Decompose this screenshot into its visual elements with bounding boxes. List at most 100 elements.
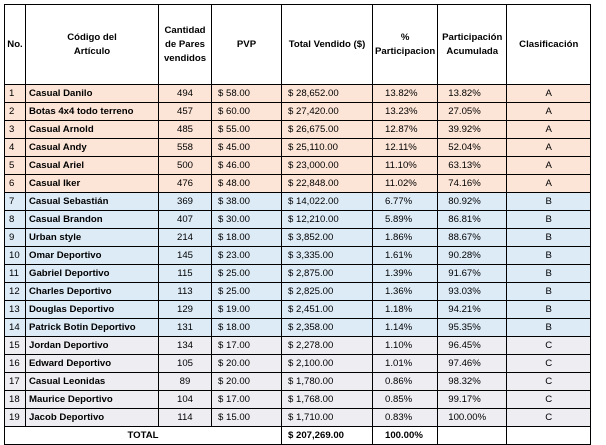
- total-label: TOTAL: [4, 426, 282, 445]
- header-row: No. Código del Artículo Cantidad de Pare…: [4, 4, 592, 85]
- row-pct: 12.11%: [371, 138, 439, 157]
- row-articulo: Casual Sebastián: [25, 192, 159, 211]
- row-total-vendido: $ 2,825.00: [281, 282, 373, 301]
- header-total-vendido: Total Vendido ($): [281, 4, 373, 85]
- row-articulo: Maurice Deportivo: [25, 390, 159, 409]
- row-acumulada: 90.28%: [437, 246, 508, 265]
- row-no: 16: [4, 354, 26, 373]
- row-acumulada: 88.67%: [437, 228, 508, 247]
- table-row: 18 Maurice Deportivo 104 $ 17.00 $ 1,768.00 0…: [4, 390, 592, 409]
- row-acumulada: 63.13%: [437, 156, 508, 175]
- row-no: 14: [4, 318, 26, 337]
- row-cantidad: 104: [158, 390, 212, 409]
- row-pvp: $ 20.00: [211, 372, 282, 391]
- row-articulo: Casual Brandon: [25, 210, 159, 229]
- row-pct: 13.82%: [371, 84, 439, 103]
- row-pvp: $ 25.00: [211, 282, 282, 301]
- row-pvp: $ 19.00: [211, 300, 282, 319]
- row-no: 2: [4, 102, 26, 121]
- row-acumulada: 13.82%: [437, 84, 508, 103]
- row-no: 7: [4, 192, 26, 211]
- table-row: 7 Casual Sebastián 369 $ 38.00 $ 14,022.00 6.…: [4, 192, 592, 211]
- table-row: 14 Patrick Botin Deportivo 131 $ 18.00 $ 2,3…: [4, 318, 592, 337]
- row-articulo: Edward Deportivo: [25, 354, 159, 373]
- row-pct: 1.01%: [371, 354, 439, 373]
- row-acumulada: 39.92%: [437, 120, 508, 139]
- row-acumulada: 52.04%: [437, 138, 508, 157]
- header-codigo: Código del Artículo: [25, 4, 159, 85]
- table-row: 4 Casual Andy 558 $ 45.00 $ 25,110.00 12.11% 5…: [4, 138, 592, 157]
- row-no: 11: [4, 264, 26, 283]
- row-clasificacion: B: [506, 318, 592, 337]
- row-cantidad: 114: [158, 408, 212, 427]
- row-total-vendido: $ 12,210.00: [281, 210, 373, 229]
- row-acumulada: 74.16%: [437, 174, 508, 193]
- row-acumulada: 95.35%: [437, 318, 508, 337]
- row-pct: 1.61%: [371, 246, 439, 265]
- row-no: 6: [4, 174, 26, 193]
- header-clasificacion: Clasificación: [506, 4, 592, 85]
- row-acumulada: 80.92%: [437, 192, 508, 211]
- row-pct: 0.86%: [371, 372, 439, 391]
- row-pvp: $ 60.00: [211, 102, 282, 121]
- row-articulo: Casual Andy: [25, 138, 159, 157]
- row-cantidad: 105: [158, 354, 212, 373]
- row-acumulada: 27.05%: [437, 102, 508, 121]
- header-acumulada: Participación Acumulada: [437, 4, 508, 85]
- row-total-vendido: $ 2,875.00: [281, 264, 373, 283]
- total-vendido-value: $ 207,269.00: [281, 426, 373, 445]
- row-total-vendido: $ 2,451.00: [281, 300, 373, 319]
- row-pvp: $ 17.00: [211, 336, 282, 355]
- table-row: 19 Jacob Deportivo 114 $ 15.00 $ 1,710.00 0.8…: [4, 408, 592, 427]
- row-clasificacion: B: [506, 282, 592, 301]
- row-pvp: $ 45.00: [211, 138, 282, 157]
- row-total-vendido: $ 27,420.00: [281, 102, 373, 121]
- row-acumulada: 93.03%: [437, 282, 508, 301]
- row-clasificacion: B: [506, 228, 592, 247]
- row-articulo: Patrick Botin Deportivo: [25, 318, 159, 337]
- row-total-vendido: $ 26,675.00: [281, 120, 373, 139]
- table-row: 1 Casual Danilo 494 $ 58.00 $ 28,652.00 13.82…: [4, 84, 592, 103]
- row-clasificacion: C: [506, 390, 592, 409]
- total-pct-value: 100.00%: [371, 426, 439, 445]
- table-row: 11 Gabriel Deportivo 115 $ 25.00 $ 2,875.00 1…: [4, 264, 592, 283]
- row-articulo: Casual Ariel: [25, 156, 159, 175]
- row-clasificacion: C: [506, 408, 592, 427]
- row-pct: 6.77%: [371, 192, 439, 211]
- row-clasificacion: A: [506, 156, 592, 175]
- row-articulo: Casual Danilo: [25, 84, 159, 103]
- table-row: 17 Casual Leonidas 89 $ 20.00 $ 1,780.00 0.86…: [4, 372, 592, 391]
- table-row: 8 Casual Brandon 407 $ 30.00 $ 12,210.00 5.89…: [4, 210, 592, 229]
- total-empty-acc: [437, 426, 508, 445]
- row-pct: 12.87%: [371, 120, 439, 139]
- row-clasificacion: A: [506, 102, 592, 121]
- row-total-vendido: $ 2,358.00: [281, 318, 373, 337]
- row-articulo: Casual Leonidas: [25, 372, 159, 391]
- row-articulo: Douglas Deportivo: [25, 300, 159, 319]
- table-row: 3 Casual Arnold 485 $ 55.00 $ 26,675.00 12.87…: [4, 120, 592, 139]
- row-pvp: $ 23.00: [211, 246, 282, 265]
- row-acumulada: 91.67%: [437, 264, 508, 283]
- table-row: 12 Charles Deportivo 113 $ 25.00 $ 2,825.00 1…: [4, 282, 592, 301]
- row-pvp: $ 46.00: [211, 156, 282, 175]
- abc-table: No. Código del Artículo Cantidad de Pare…: [4, 4, 592, 445]
- total-row: TOTAL $ 207,269.00 100.00%: [4, 426, 592, 445]
- table-row: 5 Casual Ariel 500 $ 46.00 $ 23,000.00 11.10%…: [4, 156, 592, 175]
- row-clasificacion: B: [506, 192, 592, 211]
- row-acumulada: 94.21%: [437, 300, 508, 319]
- row-pct: 1.39%: [371, 264, 439, 283]
- row-clasificacion: B: [506, 264, 592, 283]
- row-cantidad: 115: [158, 264, 212, 283]
- row-articulo: Casual Iker: [25, 174, 159, 193]
- total-empty-cls: [506, 426, 592, 445]
- row-pct: 1.36%: [371, 282, 439, 301]
- header-no: No.: [4, 4, 26, 85]
- row-total-vendido: $ 3,852.00: [281, 228, 373, 247]
- row-pvp: $ 18.00: [211, 318, 282, 337]
- row-cantidad: 494: [158, 84, 212, 103]
- row-no: 3: [4, 120, 26, 139]
- row-articulo: Botas 4x4 todo terreno: [25, 102, 159, 121]
- row-total-vendido: $ 3,335.00: [281, 246, 373, 265]
- row-cantidad: 558: [158, 138, 212, 157]
- table-body: 1 Casual Danilo 494 $ 58.00 $ 28,652.00 13.82…: [4, 84, 592, 427]
